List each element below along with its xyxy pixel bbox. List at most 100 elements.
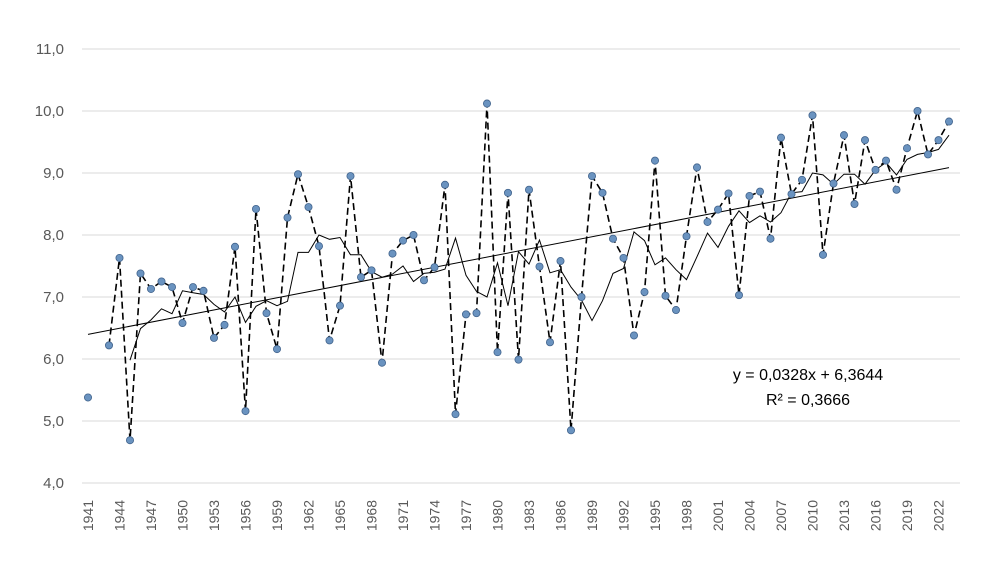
data-point (200, 287, 207, 294)
x-tick-label: 1998 (679, 500, 695, 531)
data-point (599, 189, 606, 196)
y-tick-label: 4,0 (43, 475, 64, 492)
data-point (756, 188, 763, 195)
data-point (116, 254, 123, 261)
data-point (452, 411, 459, 418)
data-point (294, 171, 301, 178)
data-point (557, 257, 564, 264)
data-point (767, 235, 774, 242)
y-tick-label: 8,0 (43, 227, 64, 244)
data-point (851, 200, 858, 207)
data-point (441, 181, 448, 188)
data-point (662, 292, 669, 299)
x-tick-label: 1986 (553, 500, 569, 531)
annual-series-line (109, 104, 949, 441)
data-point (462, 311, 469, 318)
data-point (368, 267, 375, 274)
data-point (578, 293, 585, 300)
y-tick-label: 5,0 (43, 413, 64, 430)
data-point (515, 356, 522, 363)
data-point (945, 118, 952, 125)
x-axis-ticks: 1941 1944 1947 1950 1953 1956 1959 1962 1965 1968… (80, 500, 947, 531)
data-point (147, 285, 154, 292)
data-point (714, 206, 721, 213)
data-point (326, 337, 333, 344)
data-point (620, 254, 627, 261)
data-point (777, 134, 784, 141)
data-point (872, 166, 879, 173)
data-point (168, 283, 175, 290)
y-tick-label: 7,0 (43, 289, 64, 306)
data-point (431, 264, 438, 271)
data-point (284, 214, 291, 221)
moving-average-layer (130, 135, 949, 360)
data-point (819, 251, 826, 258)
data-point (746, 192, 753, 199)
data-point (252, 205, 259, 212)
y-tick-label: 10,0 (35, 103, 64, 120)
x-tick-label: 1983 (521, 500, 537, 531)
data-point (137, 270, 144, 277)
data-point (588, 173, 595, 180)
data-point (935, 137, 942, 144)
x-tick-label: 2010 (805, 500, 821, 531)
data-point (84, 394, 91, 401)
data-point (840, 132, 847, 139)
data-point (399, 237, 406, 244)
x-tick-label: 1947 (143, 500, 159, 531)
x-tick-label: 1968 (364, 500, 380, 531)
data-point (483, 100, 490, 107)
data-point (546, 339, 553, 346)
data-point (536, 263, 543, 270)
data-point (378, 359, 385, 366)
y-axis-ticks: 4,0 5,0 6,0 7,0 8,0 9,0 10,0 11,0 (35, 41, 64, 492)
chart: 4,05,06,07,08,09,010,011,0 1941 1944 1947 1… (0, 0, 1003, 567)
data-point (567, 427, 574, 434)
data-point (788, 190, 795, 197)
x-tick-label: 1965 (332, 500, 348, 531)
data-point (630, 332, 637, 339)
data-point (410, 231, 417, 238)
data-point (525, 186, 532, 193)
x-tick-label: 1953 (206, 500, 222, 531)
data-point (336, 302, 343, 309)
data-point (809, 112, 816, 119)
data-point (735, 292, 742, 299)
data-point (420, 277, 427, 284)
data-point (242, 407, 249, 414)
x-tick-label: 1980 (490, 500, 506, 531)
x-tick-label: 1956 (238, 500, 254, 531)
data-point (305, 204, 312, 211)
data-point (473, 310, 480, 317)
x-tick-label: 1974 (427, 500, 443, 531)
data-point (683, 233, 690, 240)
data-point (263, 310, 270, 317)
data-point (158, 278, 165, 285)
data-point (357, 274, 364, 281)
data-point (609, 235, 616, 242)
data-point (189, 283, 196, 290)
x-tick-label: 1944 (112, 500, 128, 531)
x-tick-label: 1989 (584, 500, 600, 531)
data-point (914, 107, 921, 114)
data-point (126, 437, 133, 444)
data-point (210, 334, 217, 341)
y-tick-label: 11,0 (36, 41, 64, 58)
x-tick-label: 2001 (710, 500, 726, 531)
data-point (504, 189, 511, 196)
trendline-r-squared: R² = 0,3666 (766, 392, 850, 409)
data-point (273, 345, 280, 352)
trendline-equation: y = 0,0328x + 6,3644 (733, 367, 883, 384)
y-tick-label: 9,0 (43, 165, 64, 182)
moving-average-line (130, 135, 949, 360)
x-tick-label: 1950 (175, 500, 191, 531)
data-point (231, 243, 238, 250)
data-point (105, 342, 112, 349)
data-point (861, 137, 868, 144)
data-point (494, 349, 501, 356)
data-point (672, 306, 679, 313)
x-tick-label: 2019 (899, 500, 915, 531)
data-point (315, 243, 322, 250)
x-tick-label: 1962 (301, 500, 317, 531)
data-point (347, 173, 354, 180)
